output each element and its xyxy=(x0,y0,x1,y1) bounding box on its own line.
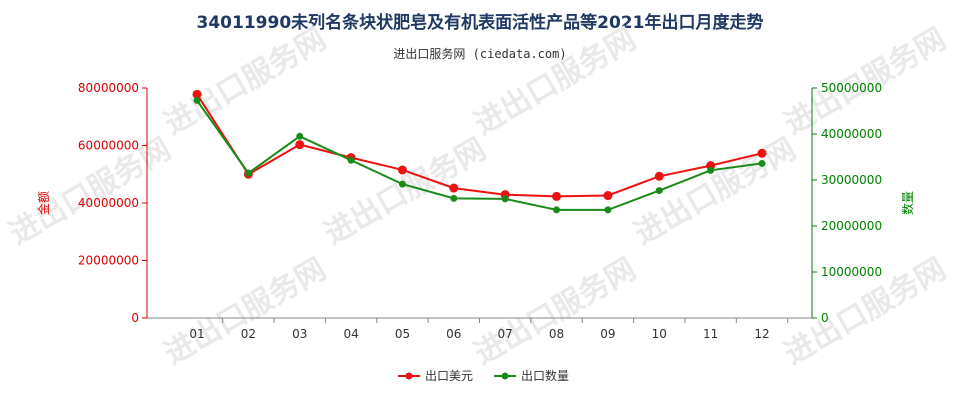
x-tick-label: 09 xyxy=(600,327,615,341)
right-axis-title: 数量 xyxy=(900,191,915,215)
right-tick-label: 40000000 xyxy=(821,127,882,141)
data-point xyxy=(295,140,305,150)
data-point xyxy=(449,183,459,193)
data-point xyxy=(758,159,766,167)
x-tick-label: 07 xyxy=(498,327,513,341)
data-point xyxy=(553,206,561,214)
x-tick-label: 01 xyxy=(189,327,204,341)
x-tick-label: 11 xyxy=(703,327,718,341)
data-point xyxy=(450,194,458,202)
watermark-text: 进出口服务网 xyxy=(319,132,492,252)
legend-item: 出口美元 xyxy=(398,369,473,383)
legend-swatch-marker xyxy=(405,372,413,380)
right-tick-label: 10000000 xyxy=(821,265,882,279)
left-axis-title: 金额 xyxy=(36,191,51,215)
right-tick-label: 20000000 xyxy=(821,219,882,233)
data-point xyxy=(604,206,612,214)
data-point xyxy=(347,156,355,164)
data-point xyxy=(192,89,202,99)
x-tick-label: 02 xyxy=(241,327,256,341)
data-point xyxy=(398,180,406,188)
x-tick-label: 08 xyxy=(549,327,564,341)
data-point xyxy=(193,96,201,104)
watermark-text: 进出口服务网 xyxy=(469,22,642,142)
x-tick-label: 06 xyxy=(446,327,461,341)
data-point xyxy=(757,148,767,158)
data-point xyxy=(552,191,562,201)
watermark-text: 进出口服务网 xyxy=(469,252,642,372)
left-tick-label: 40000000 xyxy=(78,196,139,210)
legend-swatch-marker xyxy=(501,372,509,380)
x-tick-label: 05 xyxy=(395,327,410,341)
chart-subtitle: 进出口服务网 (ciedata.com) xyxy=(393,47,567,61)
series-line-export-quantity xyxy=(196,99,763,211)
left-tick-label: 20000000 xyxy=(78,254,139,268)
left-tick-label: 80000000 xyxy=(78,81,139,95)
x-tick-label: 10 xyxy=(652,327,667,341)
data-point xyxy=(655,187,663,195)
axes: 0 20000000 40000000 60000000 80000000 0 100000… xyxy=(36,81,915,341)
data-point xyxy=(603,191,613,201)
right-tick-label: 0 xyxy=(821,311,829,325)
left-tick-label: 60000000 xyxy=(78,139,139,153)
chart-title: 34011990未列名条块状肥皂及有机表面活性产品等2021年出口月度走势 xyxy=(196,13,764,33)
x-tick-label: 03 xyxy=(292,327,307,341)
data-point xyxy=(244,169,252,177)
x-tick-label: 04 xyxy=(343,327,358,341)
watermark-text: 进出口服务网 xyxy=(159,252,332,372)
watermark-text: 进出口服务网 xyxy=(159,22,332,142)
right-tick-label: 50000000 xyxy=(821,81,882,95)
data-point xyxy=(707,166,715,174)
series-line-export-usd xyxy=(196,93,763,198)
legend-label: 出口数量 xyxy=(521,368,569,383)
right-tick-label: 30000000 xyxy=(821,173,882,187)
legend-label: 出口美元 xyxy=(425,369,473,383)
data-point xyxy=(654,171,664,181)
legend-item: 出口数量 xyxy=(494,368,569,383)
data-point xyxy=(296,132,304,140)
data-point xyxy=(501,195,509,203)
left-tick-label: 0 xyxy=(131,311,139,325)
data-point xyxy=(397,165,407,175)
legend: 出口美元 出口数量 xyxy=(398,368,569,383)
series-layer xyxy=(192,89,767,214)
x-tick-label: 12 xyxy=(754,327,769,341)
